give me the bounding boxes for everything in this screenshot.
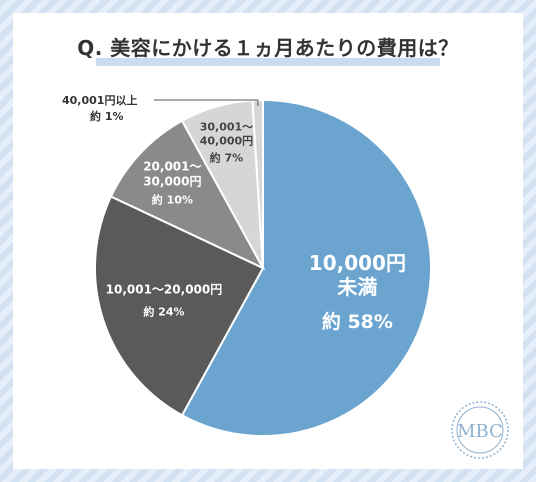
- leader-line: [154, 99, 259, 107]
- slice-label-1: 10,000円: [309, 251, 406, 275]
- slice-label-3: 30,000円: [143, 175, 201, 189]
- logo-text: MBC: [457, 421, 503, 442]
- chart-title: Q. 美容にかける１ヵ月あたりの費用は？: [77, 36, 459, 60]
- title-underline: [96, 58, 440, 66]
- mbc-logo: MBC: [451, 401, 509, 459]
- pie-slice-2: [94, 195, 265, 417]
- slice-label-5: 40,001円以上: [62, 93, 137, 107]
- slice-label-4: 30,001～: [200, 121, 253, 134]
- pie-slices: [94, 98, 432, 437]
- slice-percent-1: 約 58%: [322, 310, 393, 333]
- pie-slice-3: [109, 119, 266, 271]
- pie-slice-1: [180, 98, 432, 437]
- slice-percent-5: 約 1%: [90, 109, 124, 123]
- slice-percent-2: 約 24%: [143, 304, 184, 318]
- slice-label-4: 40,000円: [200, 135, 253, 148]
- slice-percent-3: 約 10%: [152, 193, 193, 207]
- slice-label-2: 10,001～20,000円: [106, 282, 223, 296]
- slice-percent-4: 約 7%: [210, 151, 244, 165]
- slice-label-3: 20,001～: [143, 160, 201, 174]
- slice-label-1: 未満: [337, 275, 377, 299]
